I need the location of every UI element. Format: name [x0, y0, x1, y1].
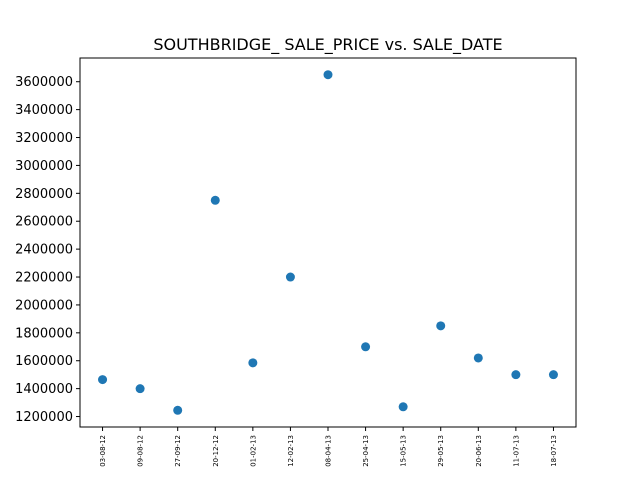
- y-tick-label: 3600000: [15, 75, 73, 90]
- data-point: [135, 384, 145, 394]
- y-tick-label: 1400000: [15, 382, 73, 397]
- y-tick-label: 1200000: [15, 410, 73, 425]
- x-tick-label: 25-04-13: [362, 435, 370, 467]
- y-tick-label: 3400000: [15, 103, 73, 118]
- chart-title: SOUTHBRIDGE_ SALE_PRICE vs. SALE_DATE: [153, 35, 502, 55]
- y-tick-label: 2000000: [15, 298, 73, 313]
- data-point: [210, 195, 220, 205]
- x-tick-label: 12-02-13: [287, 435, 295, 467]
- y-tick-label: 2800000: [15, 187, 73, 202]
- x-tick-label: 20-06-13: [475, 435, 483, 467]
- y-tick-label: 1600000: [15, 354, 73, 369]
- x-tick-label: 20-12-12: [212, 435, 220, 467]
- data-point: [548, 370, 558, 380]
- data-point: [361, 342, 371, 352]
- y-tick-label: 3200000: [15, 131, 73, 146]
- x-tick-label: 09-08-12: [137, 435, 145, 467]
- x-tick-label: 15-05-13: [400, 435, 408, 467]
- x-tick-label: 27-09-12: [174, 435, 182, 467]
- data-point: [173, 405, 183, 415]
- x-tick-label: 08-04-13: [325, 435, 333, 467]
- x-tick-label: 29-05-13: [437, 435, 445, 467]
- x-tick-label: 03-08-12: [99, 435, 107, 467]
- data-point: [248, 358, 258, 368]
- x-tick-label: 01-02-13: [249, 435, 257, 467]
- y-tick-label: 3000000: [15, 159, 73, 174]
- data-point: [511, 370, 521, 380]
- data-point: [98, 375, 108, 385]
- data-point: [436, 321, 446, 331]
- x-tick-label: 11-07-13: [512, 435, 520, 467]
- y-tick-label: 1800000: [15, 326, 73, 341]
- x-tick-label: 18-07-13: [550, 435, 558, 467]
- y-tick-label: 2600000: [15, 215, 73, 230]
- y-tick-label: 2400000: [15, 243, 73, 258]
- data-point: [323, 70, 333, 80]
- plot-frame: [79, 57, 577, 428]
- plot-area: 1200000 1400000 1600000 1800000 2000000 22000…: [15, 57, 577, 467]
- y-tick-label: 2200000: [15, 271, 73, 286]
- data-point: [398, 402, 408, 412]
- data-point: [473, 353, 483, 363]
- data-point: [285, 272, 295, 282]
